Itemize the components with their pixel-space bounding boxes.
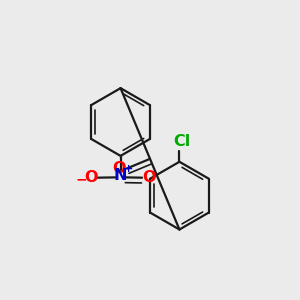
Text: +: + (124, 164, 134, 173)
Text: −: − (76, 172, 88, 186)
Text: N: N (114, 167, 127, 182)
Text: O: O (84, 170, 98, 185)
Text: O: O (142, 170, 155, 185)
Text: Cl: Cl (173, 134, 190, 149)
Text: O: O (112, 161, 125, 176)
